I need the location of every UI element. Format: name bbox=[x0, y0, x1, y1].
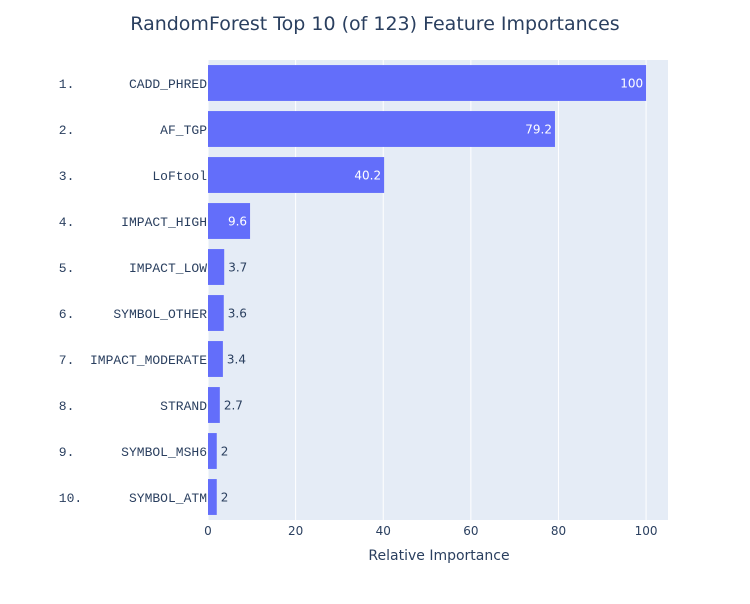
x-tick-label: 0 bbox=[204, 524, 212, 538]
bar bbox=[208, 249, 225, 285]
y-category-label: 6. SYMBOL_OTHER bbox=[59, 307, 207, 322]
bar-data-label: 2 bbox=[221, 491, 229, 505]
y-category-label: 3. LoFtool bbox=[59, 169, 207, 184]
x-tick-label: 40 bbox=[376, 524, 391, 538]
bars bbox=[208, 65, 647, 515]
bar bbox=[208, 387, 220, 423]
chart-title: RandomForest Top 10 (of 123) Feature Imp… bbox=[130, 13, 619, 35]
bar-data-label: 2.7 bbox=[224, 399, 243, 413]
y-category-label: 5. IMPACT_LOW bbox=[59, 261, 207, 276]
x-tick-label: 60 bbox=[463, 524, 478, 538]
bar bbox=[208, 65, 647, 101]
x-axis-title: Relative Importance bbox=[368, 548, 509, 564]
y-category-label: 10. SYMBOL_ATM bbox=[59, 491, 207, 506]
y-category-label: 9. SYMBOL_MSH6 bbox=[59, 445, 207, 460]
x-tick-label: 100 bbox=[635, 524, 658, 538]
bar bbox=[208, 479, 217, 515]
y-category-label: 2. AF_TGP bbox=[59, 123, 207, 138]
bar-data-label: 100 bbox=[620, 77, 643, 91]
bar bbox=[208, 433, 217, 469]
bar-data-label: 3.7 bbox=[228, 261, 247, 275]
bar bbox=[208, 111, 555, 147]
bar-data-label: 79.2 bbox=[525, 123, 552, 137]
bar-data-label: 2 bbox=[221, 445, 229, 459]
bar bbox=[208, 203, 251, 239]
y-category-label: 1. CADD_PHRED bbox=[59, 77, 207, 92]
x-tick-label: 20 bbox=[288, 524, 303, 538]
bar bbox=[208, 341, 223, 377]
bar bbox=[208, 295, 224, 331]
y-category-label: 4. IMPACT_HIGH bbox=[59, 215, 207, 230]
bar-data-label: 3.4 bbox=[227, 353, 246, 367]
y-axis-category-labels: 1. CADD_PHRED 2. AF_TGP 3. LoFtool 4. IMPAC… bbox=[59, 77, 207, 506]
x-tick-label: 80 bbox=[551, 524, 566, 538]
y-category-label: 7. IMPACT_MODERATE bbox=[59, 353, 207, 368]
bar-data-label: 3.6 bbox=[228, 307, 247, 321]
bar bbox=[208, 157, 385, 193]
bar-data-label: 9.6 bbox=[228, 215, 247, 229]
x-axis-tick-labels: 0 20 40 60 80 100 bbox=[204, 524, 657, 538]
y-category-label: 8. STRAND bbox=[59, 399, 207, 414]
data-labels: 100 79.2 40.2 9.6 3.7 3.6 3.4 2.7 2 2 bbox=[221, 77, 643, 505]
bar-data-label: 40.2 bbox=[354, 169, 381, 183]
